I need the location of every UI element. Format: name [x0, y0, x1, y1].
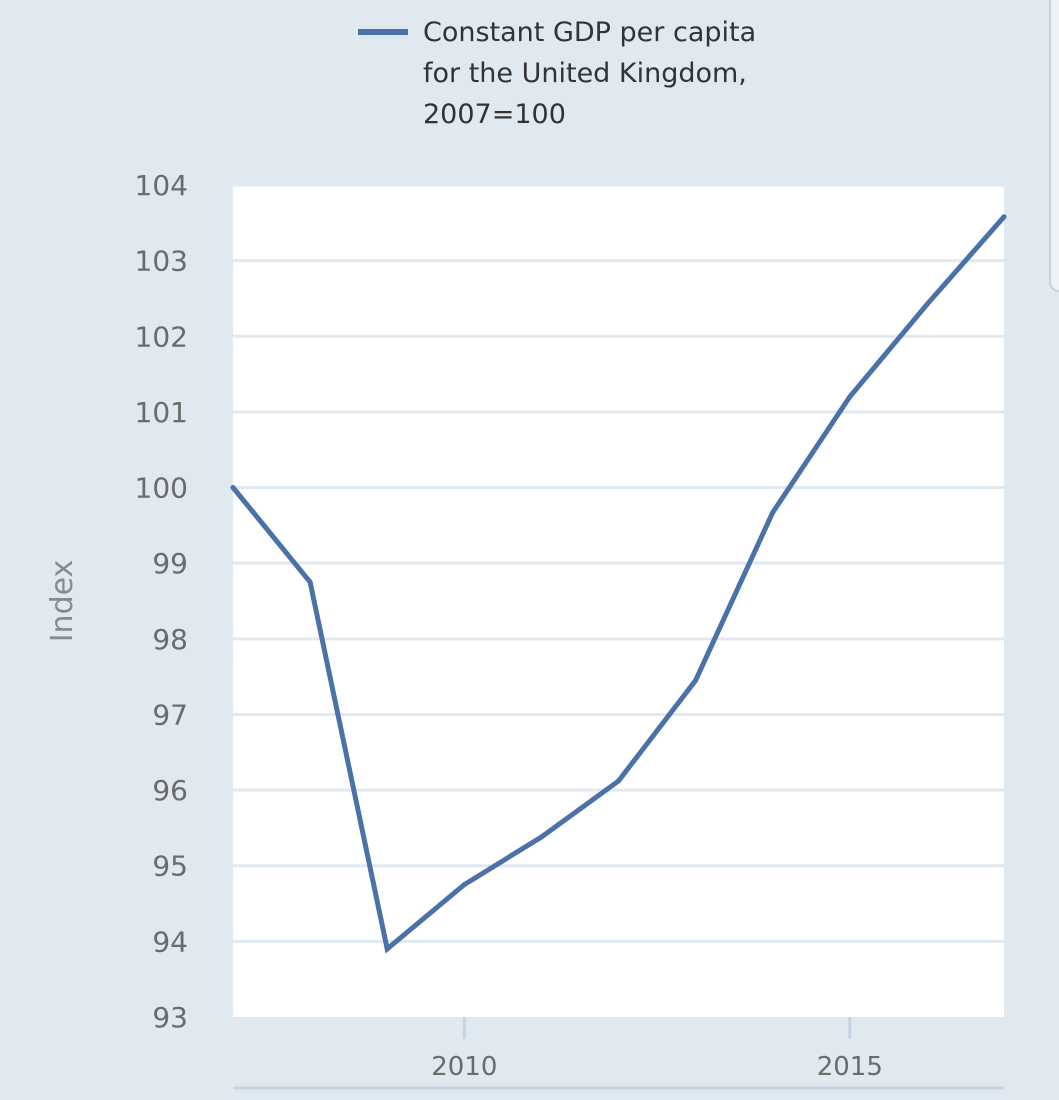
y-tick-label-101: 101	[135, 396, 188, 429]
x-axis	[233, 1017, 1004, 1090]
data-point-2008[interactable]	[307, 579, 313, 585]
y-tick-label-97: 97	[152, 698, 188, 731]
y-tick-label-98: 98	[152, 623, 188, 656]
plot-area	[233, 185, 1004, 1017]
y-tick-label-102: 102	[135, 320, 188, 353]
data-point-2007[interactable]	[230, 485, 236, 491]
y-tick-label-103: 103	[135, 245, 188, 278]
data-point-2011[interactable]	[538, 834, 544, 840]
y-axis: 93 94 95 96 97 98 99 100 101 102 103 104	[135, 169, 188, 1034]
y-tick-label-99: 99	[152, 547, 188, 580]
y-tick-label-93: 93	[152, 1001, 188, 1034]
gridlines	[233, 183, 1004, 943]
data-point-2012[interactable]	[616, 778, 621, 784]
data-point-2015[interactable]	[847, 394, 853, 400]
legend-label-line-1: Constant GDP per capita	[423, 17, 756, 48]
data-point-2017[interactable]	[1001, 214, 1007, 220]
series-layer	[230, 214, 1007, 954]
scrollbar-edge[interactable]	[1049, 0, 1059, 292]
x-tick-label-2010: 2010	[431, 1052, 497, 1082]
legend-label-line-2: for the United Kingdom,	[423, 58, 747, 89]
data-point-2014[interactable]	[770, 510, 776, 516]
y-tick-label-95: 95	[152, 850, 188, 883]
y-tick-label-94: 94	[152, 925, 188, 958]
x-axis-tick-labels: 2010 2015	[431, 1052, 883, 1082]
y-tick-label-104: 104	[135, 169, 188, 202]
y-axis-title: Index	[45, 560, 80, 643]
legend-label-line-3: 2007=100	[423, 99, 566, 130]
y-tick-label-96: 96	[152, 774, 188, 807]
data-point-2009[interactable]	[384, 946, 390, 952]
legend[interactable]: Constant GDP per capita for the United K…	[358, 17, 756, 130]
y-tick-label-100: 100	[135, 472, 188, 505]
x-tick-label-2015: 2015	[817, 1052, 883, 1082]
data-point-2016[interactable]	[924, 302, 930, 308]
data-point-2013[interactable]	[693, 677, 699, 683]
data-point-2010[interactable]	[461, 882, 467, 888]
